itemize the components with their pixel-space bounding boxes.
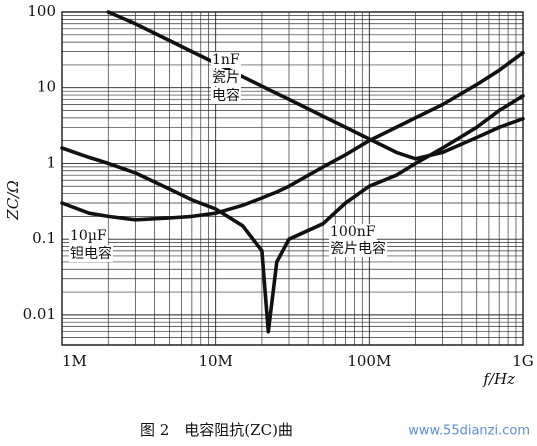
series-line (106, 10, 525, 161)
annotation-bg (211, 52, 241, 68)
annotation: 瓷片 (212, 70, 240, 86)
annotation: 1nF (212, 52, 240, 68)
x-tick-label: 100M (347, 352, 391, 370)
annotation-bg (211, 70, 241, 86)
series-line (60, 94, 525, 334)
x-axis-label: f/Hz (482, 370, 515, 388)
y-tick-label: 0.01 (23, 305, 56, 323)
annotation: 10µF (70, 228, 107, 244)
annotation: 钽电容 (70, 245, 112, 262)
x-tick-label: 1M (62, 352, 87, 370)
x-tick-label: 10M (198, 352, 232, 370)
caption: 图 2 电容阻抗(ZC)曲 (140, 421, 293, 439)
annotation: 100nF (330, 224, 376, 240)
annotation-bg (329, 224, 377, 240)
plot-frame (61, 11, 524, 346)
annotation-bg (69, 228, 108, 244)
watermark: www.55dianzi.com (408, 424, 530, 439)
series-line (60, 50, 525, 222)
annotation: 瓷片电容 (330, 240, 386, 257)
annotation-bg (211, 87, 241, 104)
y-tick-label: 0.1 (32, 229, 56, 247)
y-axis-label: ZC/Ω (4, 180, 22, 220)
x-tick-label: 1G (512, 352, 534, 370)
y-tick-label: 100 (27, 2, 56, 20)
annotation-bg (329, 240, 387, 257)
annotation-bg (69, 245, 113, 262)
annotation: 电容 (212, 87, 240, 104)
y-tick-label: 10 (37, 78, 56, 96)
y-tick-label: 1 (46, 153, 56, 171)
